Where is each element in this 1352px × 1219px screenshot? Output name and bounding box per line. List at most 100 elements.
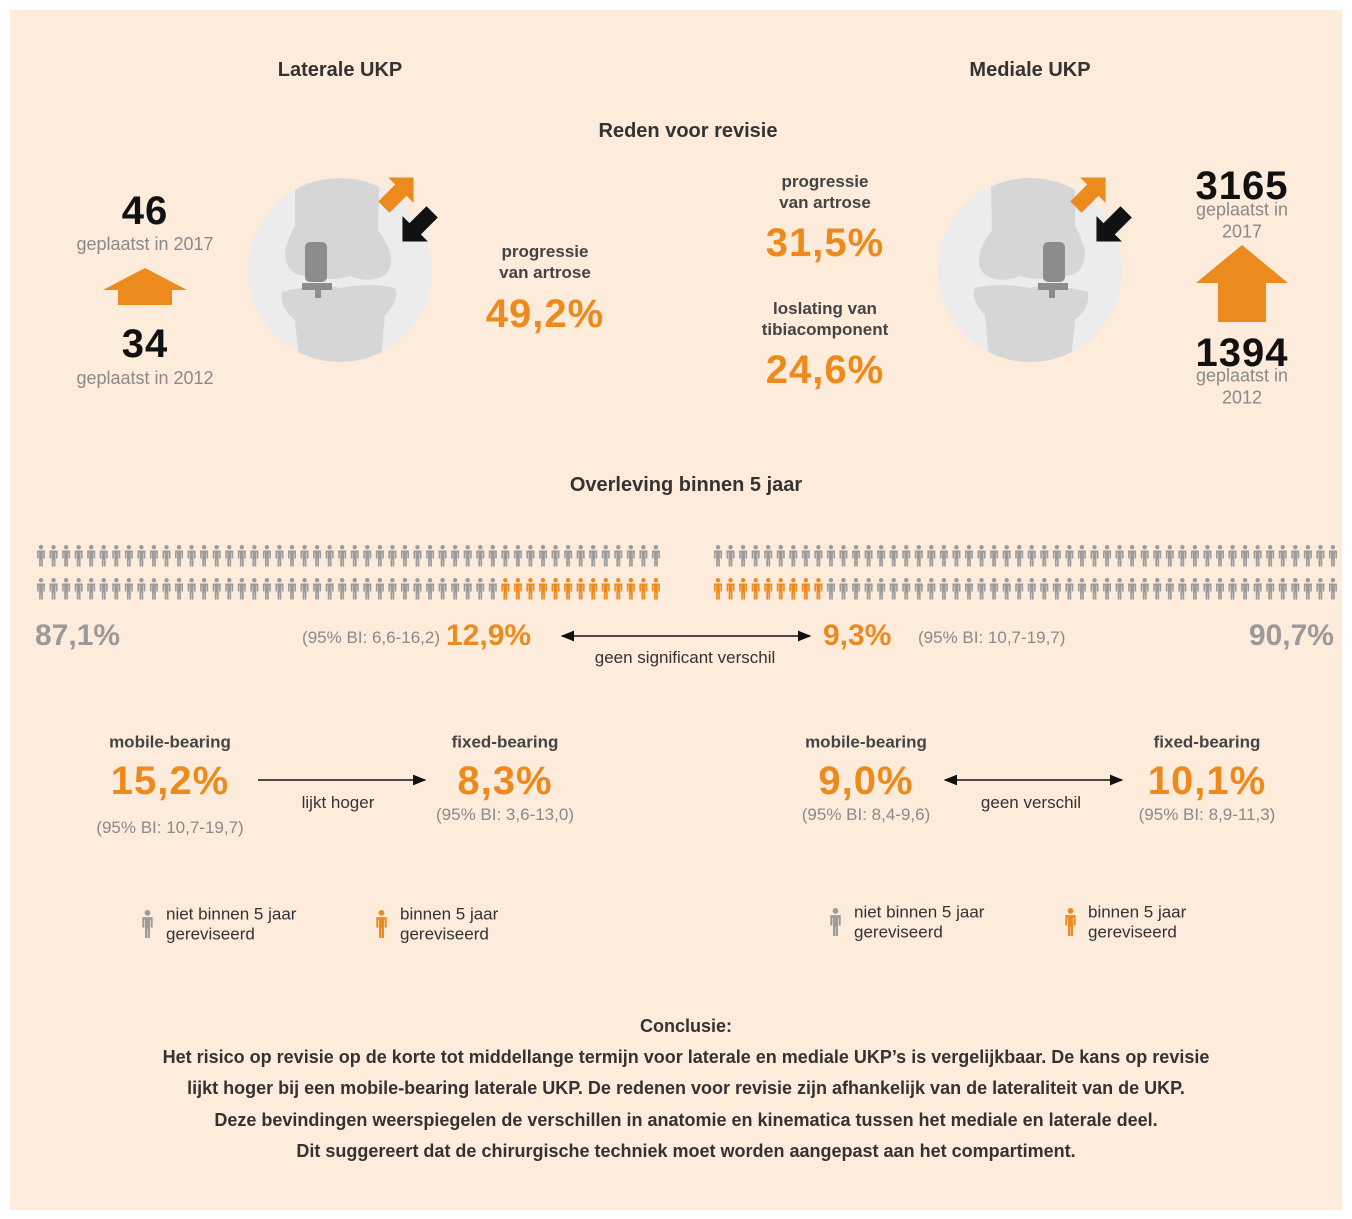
person-icon — [87, 545, 95, 567]
person-icon — [777, 545, 785, 567]
legend-label: niet binnen 5 jaar gereviseerd — [854, 903, 984, 944]
person-icon — [188, 545, 196, 567]
person-icon — [526, 545, 534, 567]
person-icon — [301, 545, 309, 567]
person-icon — [539, 545, 547, 567]
person-icon — [952, 578, 960, 600]
person-icon — [1304, 545, 1312, 567]
relation-label: lijkt hoger — [302, 793, 375, 813]
section-title: Reden voor revisie — [599, 119, 778, 143]
person-icon — [652, 545, 660, 567]
person-icon — [1116, 578, 1124, 600]
person-icon — [62, 578, 70, 600]
person-icon — [1153, 545, 1161, 567]
person-icon — [714, 578, 722, 600]
person-icon — [865, 578, 873, 600]
person-icon — [288, 545, 296, 567]
person-icon — [1266, 578, 1274, 600]
reason-label: progressie van artrose — [779, 171, 871, 214]
person-icon — [62, 545, 70, 567]
person-icon — [137, 545, 145, 567]
person-icon — [915, 545, 923, 567]
person-icon — [614, 578, 622, 600]
person-icon — [175, 578, 183, 600]
person-icon — [1091, 578, 1099, 600]
legend-label: niet binnen 5 jaar gereviseerd — [166, 905, 296, 946]
heading: Mediale UKP — [969, 58, 1090, 82]
person-icon — [1028, 545, 1036, 567]
count-label: geplaatst in 2017 — [1187, 199, 1297, 242]
person-icon — [902, 578, 910, 600]
person-icon — [514, 545, 522, 567]
person-icon — [652, 578, 660, 600]
person-icon — [1229, 578, 1237, 600]
section-title: Overleving binnen 5 jaar — [570, 473, 802, 497]
person-icon — [388, 545, 396, 567]
person-icon — [37, 578, 45, 600]
person-icon — [1065, 578, 1073, 600]
infographic: Laterale UKP Mediale UKP Reden voor revi… — [0, 0, 1352, 1219]
person-icon — [414, 578, 422, 600]
person-icon — [1091, 545, 1099, 567]
person-icon — [1279, 545, 1287, 567]
person-icon — [714, 545, 722, 567]
person-icon — [1216, 545, 1224, 567]
person-icon — [739, 578, 747, 600]
person-icon — [1128, 578, 1136, 600]
confidence-interval: (95% BI: 10,7-19,7) — [918, 628, 1065, 648]
person-icon — [50, 578, 58, 600]
confidence-interval: (95% BI: 8,4-9,6) — [802, 805, 931, 825]
person-icon — [351, 578, 359, 600]
person-icon — [464, 545, 472, 567]
conclusion-line: Dit suggereert dat de chirurgische techn… — [296, 1141, 1075, 1163]
reason-value: 49,2% — [486, 290, 604, 338]
person-icon — [990, 545, 998, 567]
person-icon — [852, 545, 860, 567]
person-icon — [577, 545, 585, 567]
person-icon — [250, 578, 258, 600]
bearing-label: fixed-bearing — [1154, 731, 1261, 752]
conclusion-line: Het risico op revisie op de korte tot mi… — [163, 1047, 1210, 1069]
person-icon — [727, 578, 735, 600]
person-icon — [1191, 578, 1199, 600]
person-icon — [363, 578, 371, 600]
person-icon — [150, 578, 158, 600]
knee-left — [248, 150, 445, 390]
person-icon — [602, 578, 610, 600]
person-icon — [564, 545, 572, 567]
person-icon — [639, 578, 647, 600]
bearing-label: fixed-bearing — [452, 731, 559, 752]
person-icon — [639, 545, 647, 567]
revision-value: 12,9% — [446, 618, 531, 654]
person-icon — [840, 545, 848, 567]
person-icon — [1116, 545, 1124, 567]
conclusion-line: Deze bevindingen weerspiegelen de versch… — [214, 1110, 1157, 1132]
person-icon — [589, 545, 597, 567]
person-icon — [401, 578, 409, 600]
person-icon — [1053, 578, 1061, 600]
person-icon — [142, 910, 152, 938]
bearing-value: 9,0% — [818, 757, 913, 805]
person-icon — [602, 545, 610, 567]
person-icon — [827, 545, 835, 567]
person-icon — [75, 578, 83, 600]
person-icon — [439, 578, 447, 600]
person-icon — [188, 578, 196, 600]
person-icon — [163, 578, 171, 600]
person-icon — [627, 578, 635, 600]
person-icon — [37, 545, 45, 567]
person-icon — [1178, 578, 1186, 600]
person-icon — [552, 545, 560, 567]
person-icon — [238, 545, 246, 567]
person-icon — [1241, 578, 1249, 600]
person-icon — [326, 545, 334, 567]
person-icon — [1203, 578, 1211, 600]
person-icon — [1279, 578, 1287, 600]
person-icon — [802, 545, 810, 567]
person-icon — [125, 578, 133, 600]
person-icon — [927, 545, 935, 567]
person-icon — [238, 578, 246, 600]
person-icon — [1078, 545, 1086, 567]
person-icon — [501, 578, 509, 600]
person-icon — [200, 578, 208, 600]
